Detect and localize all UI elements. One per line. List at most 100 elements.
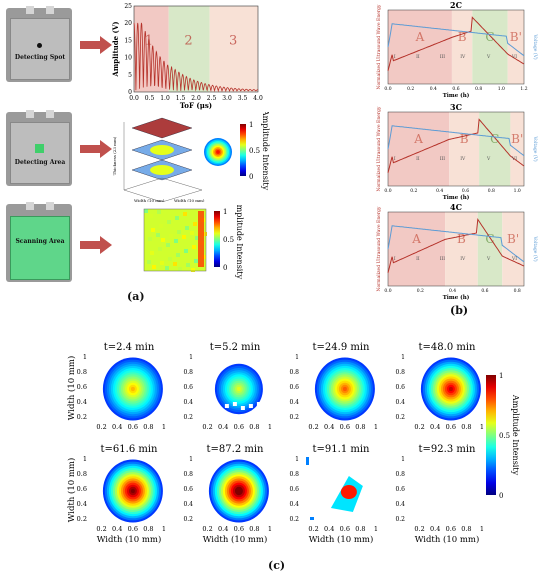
colorbar-tick: 1 xyxy=(249,121,253,129)
voltage-line xyxy=(387,125,525,157)
x-tick-label: 0.2 xyxy=(417,288,424,294)
y-tick-label: 0.4 xyxy=(77,500,87,508)
x-axis-label: Time (h) xyxy=(443,92,470,99)
y-tick-label: 0 xyxy=(128,89,132,96)
detect-spot-dot xyxy=(37,43,42,48)
x-tick-label: 0.6 xyxy=(234,525,244,533)
x-tick-label: 0.4 xyxy=(436,188,443,194)
scan-pixel xyxy=(148,237,152,241)
x-axis-label: Time (h) xyxy=(443,194,470,201)
y-tick-label: 0.6 xyxy=(183,384,193,391)
stage-numeral: III xyxy=(440,156,446,162)
y-axis-right-label: Voltage (V) xyxy=(532,235,539,261)
map-title: t=24.9 min xyxy=(313,342,371,353)
intensity-ring xyxy=(236,488,241,494)
region-label: 2 xyxy=(184,34,192,49)
chart-title: 2C xyxy=(450,0,462,10)
battery-tab-right xyxy=(46,110,54,118)
x-tick-label: 0.4 xyxy=(218,423,228,431)
x-tick-label: 0.8 xyxy=(249,525,259,533)
panel-a: Detecting Spot Detecting Area Scanning A… xyxy=(0,0,270,305)
scan-pixel xyxy=(144,209,148,213)
y-tick-label: 0.8 xyxy=(395,369,405,376)
scan-pixel xyxy=(183,212,187,216)
y-tick-label: 0.4 xyxy=(395,501,405,508)
colorbar xyxy=(214,211,220,267)
scan-pixel xyxy=(174,239,178,243)
x-tick-label: 0.2 xyxy=(96,525,106,533)
scan-pixel xyxy=(184,249,188,253)
map-title: t=92.3 min xyxy=(419,444,477,455)
y-tick-label: 0.6 xyxy=(289,486,299,493)
y-tick-label: 5 xyxy=(128,72,132,79)
volume-slice xyxy=(131,117,193,139)
battery-body xyxy=(10,18,70,80)
width-axis-label: Width (10 mm) xyxy=(174,198,205,202)
scan-pixel xyxy=(152,265,156,269)
x-tick-label: 0.0 xyxy=(384,86,391,92)
y-tick-label: 0.4 xyxy=(183,501,193,508)
phase-label: C xyxy=(485,232,494,246)
energy-line xyxy=(387,16,525,71)
scan-pixel xyxy=(193,222,197,226)
scan-pixel xyxy=(173,262,177,266)
y-tick-label: 0.6 xyxy=(183,486,193,493)
map-title: t=48.0 min xyxy=(419,342,477,353)
battery-tab-left xyxy=(26,6,34,14)
battery-tab-left xyxy=(26,110,34,118)
colorbar xyxy=(240,124,246,176)
x-tick-label: 0.4 xyxy=(218,525,228,533)
phase-band xyxy=(388,10,452,84)
phase-band xyxy=(507,10,524,84)
x-tick-label: 2.5 xyxy=(207,95,217,102)
phase-band xyxy=(472,10,508,84)
x-axis-label: Width (10 mm) xyxy=(309,534,374,545)
stage-numeral: V xyxy=(486,256,491,262)
x-tick-label: 1.2 xyxy=(520,86,527,92)
y-tick-label: 1 xyxy=(83,455,87,463)
stage-numeral: VI xyxy=(511,54,517,60)
colorbar-tick: 0 xyxy=(223,264,227,272)
colorbar-tick: 0 xyxy=(499,492,503,500)
scan-pixel xyxy=(186,263,190,267)
y-tick-label: 15 xyxy=(124,37,132,44)
y-tick-label: 1 xyxy=(401,456,405,463)
y-tick-label: 10 xyxy=(124,55,132,62)
colorbar-tick: 0 xyxy=(249,173,253,181)
phase-label: A xyxy=(413,132,423,146)
y-tick-label: 0.8 xyxy=(183,369,193,376)
colorbar-label: Amplitude Intensity xyxy=(511,394,520,476)
x-tick-label: 0.2 xyxy=(96,423,106,431)
y-axis-right-label: Voltage (V) xyxy=(532,33,539,59)
phase-band xyxy=(388,212,446,286)
x-tick-label: 0.4 xyxy=(430,423,440,431)
y-tick-label: 0.4 xyxy=(77,398,87,406)
y-tick-label: 0.6 xyxy=(77,383,87,391)
waveform-line xyxy=(133,22,259,93)
x-tick-label: 0.6 xyxy=(462,188,469,194)
x-tick-label: 0.2 xyxy=(202,525,212,533)
y-tick-label: 1 xyxy=(295,456,299,463)
y-axis-label: Amplitude (V) xyxy=(112,21,120,77)
x-tick-label: 0.2 xyxy=(414,525,424,533)
x-tick-label: 0.2 xyxy=(414,423,424,431)
y-tick-label: 0.8 xyxy=(183,471,193,478)
stage-numeral: III xyxy=(440,54,446,60)
scan-pixel xyxy=(176,253,180,257)
y-tick-label: 0.2 xyxy=(395,414,405,421)
scan-pixel xyxy=(168,257,172,261)
stage-numeral: III xyxy=(440,256,446,262)
detect-area-square xyxy=(35,144,44,153)
x-tick-label: 0.4 xyxy=(112,525,122,533)
x-tick-label: 1.5 xyxy=(176,95,186,102)
stage-numeral: II xyxy=(416,54,420,60)
phase-label: A xyxy=(411,232,421,246)
x-tick-label: 0.4 xyxy=(324,423,334,431)
scan-hot-edge xyxy=(198,211,204,267)
phase-band xyxy=(510,112,524,186)
x-tick-label: 0.5 xyxy=(145,95,155,102)
panel-b: 2C A B C B' I II III IV V VI 0.0 0.2 0.4 0.6 0.8 1.0 1.2 T… xyxy=(372,0,550,325)
intensity-ring xyxy=(448,386,453,392)
battery-photo-scan: Scanning Area xyxy=(6,202,72,282)
x-tick-label: 0.6 xyxy=(452,86,459,92)
